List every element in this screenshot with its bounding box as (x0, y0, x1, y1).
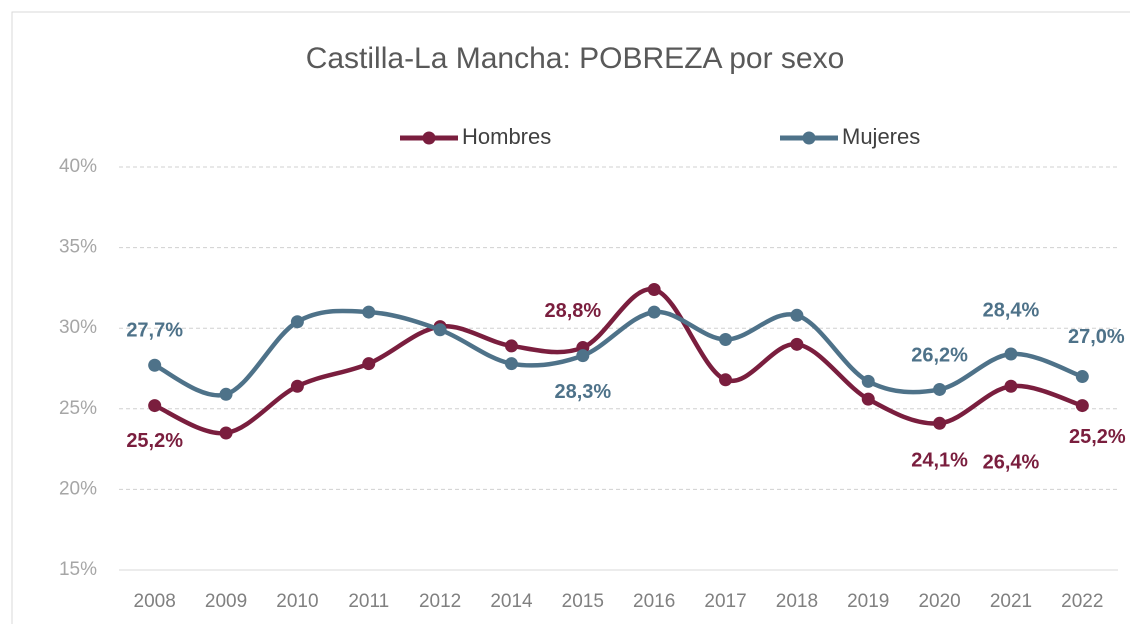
data-point (647, 283, 661, 297)
data-point (219, 387, 233, 401)
data-point (647, 305, 661, 319)
chart-frame (11, 11, 1130, 624)
data-point (1004, 379, 1018, 393)
y-tick-label: 25% (59, 398, 97, 419)
data-label: 26,2% (911, 345, 968, 367)
legend-label: Mujeres (842, 124, 920, 149)
data-point (148, 358, 162, 372)
y-tick-label: 40% (59, 156, 97, 177)
data-label: 28,8% (544, 300, 601, 322)
x-tick-label: 2020 (918, 591, 960, 612)
chart-title: Castilla-La Mancha: POBREZA por sexo (306, 42, 845, 75)
data-point (1004, 347, 1018, 361)
data-label: 26,4% (983, 452, 1040, 474)
series-line (153, 287, 1084, 436)
data-point (933, 416, 947, 430)
data-point (861, 374, 875, 388)
data-point (719, 373, 733, 387)
x-tick-label: 2022 (1061, 591, 1103, 612)
legend-label: Hombres (462, 124, 551, 149)
x-tick-label: 2008 (134, 591, 176, 612)
x-tick-label: 2015 (562, 591, 604, 612)
data-point (362, 357, 376, 371)
x-tick-label: 2017 (704, 591, 746, 612)
data-point (933, 382, 947, 396)
x-tick-label: 2021 (990, 591, 1032, 612)
y-tick-label: 30% (59, 317, 97, 338)
data-point (433, 323, 447, 337)
data-point (504, 339, 518, 353)
data-point (1075, 399, 1089, 413)
data-point (504, 357, 518, 371)
x-tick-label: 2019 (847, 591, 889, 612)
legend-marker (422, 131, 436, 145)
y-tick-label: 35% (59, 237, 97, 258)
x-tick-label: 2016 (633, 591, 675, 612)
data-point (719, 332, 733, 346)
data-point (861, 392, 875, 406)
data-point (790, 337, 804, 351)
data-label: 25,2% (126, 430, 183, 452)
x-tick-label: 2014 (490, 591, 533, 612)
y-tick-label: 20% (59, 478, 97, 499)
data-label: 28,3% (554, 381, 611, 403)
data-point (290, 379, 304, 393)
data-point (148, 399, 162, 413)
legend-marker (802, 131, 816, 145)
x-tick-label: 2018 (776, 591, 818, 612)
data-point (576, 349, 590, 363)
data-label: 24,1% (911, 450, 968, 472)
data-label: 27,7% (126, 320, 183, 342)
x-tick-label: 2010 (276, 591, 318, 612)
data-point (362, 305, 376, 319)
data-point (219, 426, 233, 440)
x-tick-label: 2009 (205, 591, 247, 612)
data-point (790, 308, 804, 322)
y-tick-label: 15% (59, 559, 97, 580)
data-point (1075, 370, 1089, 384)
x-tick-label: 2011 (348, 591, 389, 612)
data-label: 25,2% (1069, 426, 1126, 448)
data-label: 27,0% (1068, 326, 1125, 348)
data-point (290, 315, 304, 329)
data-label: 28,4% (983, 299, 1040, 321)
x-tick-label: 2012 (419, 591, 461, 612)
